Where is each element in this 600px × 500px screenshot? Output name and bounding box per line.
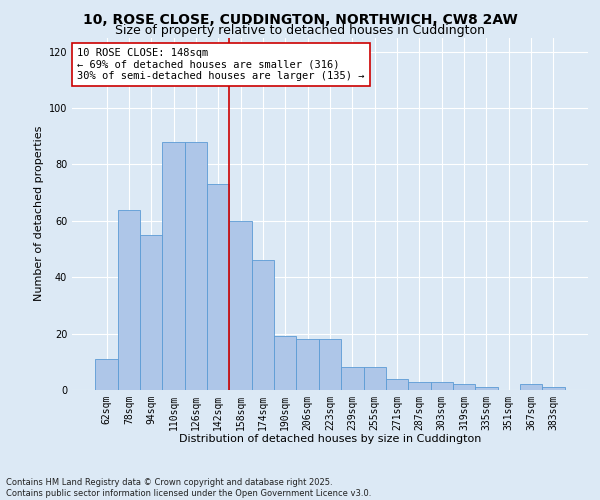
Bar	[431, 382, 453, 390]
Text: 10, ROSE CLOSE, CUDDINGTON, NORTHWICH, CW8 2AW: 10, ROSE CLOSE, CUDDINGTON, NORTHWICH, C…	[83, 12, 517, 26]
Text: 10 ROSE CLOSE: 148sqm
← 69% of detached houses are smaller (316)
30% of semi-det: 10 ROSE CLOSE: 148sqm ← 69% of detached …	[77, 48, 365, 82]
Text: Size of property relative to detached houses in Cuddington: Size of property relative to detached ho…	[115, 24, 485, 37]
Bar	[163, 142, 185, 390]
Bar	[252, 260, 274, 390]
Bar	[453, 384, 475, 390]
Bar	[364, 368, 386, 390]
X-axis label: Distribution of detached houses by size in Cuddington: Distribution of detached houses by size …	[179, 434, 481, 444]
Bar	[140, 235, 163, 390]
Bar	[207, 184, 229, 390]
Bar	[274, 336, 296, 390]
Y-axis label: Number of detached properties: Number of detached properties	[34, 126, 44, 302]
Bar	[319, 339, 341, 390]
Bar	[408, 382, 431, 390]
Bar	[185, 142, 207, 390]
Bar	[118, 210, 140, 390]
Bar	[386, 378, 408, 390]
Bar	[296, 339, 319, 390]
Bar	[542, 387, 565, 390]
Bar	[229, 221, 252, 390]
Text: Contains HM Land Registry data © Crown copyright and database right 2025.
Contai: Contains HM Land Registry data © Crown c…	[6, 478, 371, 498]
Bar	[475, 387, 497, 390]
Bar	[520, 384, 542, 390]
Bar	[95, 359, 118, 390]
Bar	[341, 368, 364, 390]
